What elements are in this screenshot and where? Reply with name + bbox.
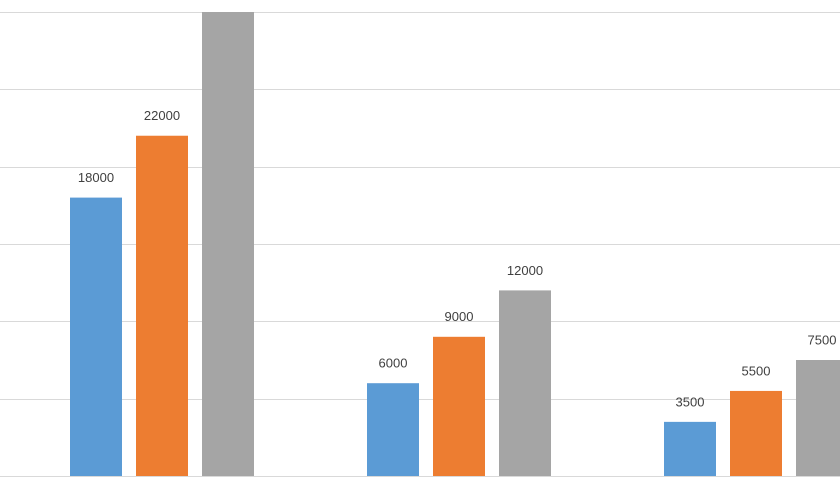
data-label: 5500 bbox=[742, 363, 771, 378]
bar bbox=[367, 383, 419, 476]
data-label: 12000 bbox=[507, 263, 543, 278]
bar bbox=[796, 360, 840, 476]
bar bbox=[664, 421, 716, 476]
data-label: 18000 bbox=[78, 170, 114, 185]
bar bbox=[202, 12, 254, 476]
data-label: 3500 bbox=[676, 394, 705, 409]
bar bbox=[136, 135, 188, 476]
data-label: 7500 bbox=[808, 332, 837, 347]
data-label: 22000 bbox=[144, 108, 180, 123]
data-label: 9000 bbox=[445, 309, 474, 324]
bar bbox=[433, 336, 485, 476]
bar bbox=[730, 390, 782, 476]
bar bbox=[499, 290, 551, 476]
bar bbox=[70, 197, 122, 476]
data-label: 6000 bbox=[379, 356, 408, 371]
